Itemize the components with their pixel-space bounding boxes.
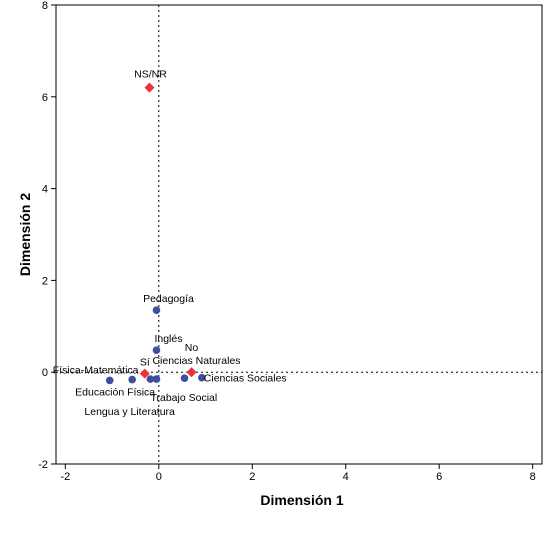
point-label-ciencias-naturales: Ciencias Naturales [152, 355, 240, 367]
y-tick-label: 6 [42, 92, 48, 104]
point-marker-si [139, 368, 150, 379]
y-tick-label: -2 [38, 459, 48, 471]
x-tick-label: 2 [249, 471, 255, 483]
point-label-ciencias-sociales: Ciencias Sociales [204, 373, 287, 385]
point-label-lengua-y-literatura: Lengua y Literatura [84, 406, 175, 418]
point-label-educacion-fisica: Educación Física [75, 387, 155, 399]
y-axis-title: Dimensión 2 [17, 193, 33, 276]
point-label-fisica-matematica: Física-Matemática [53, 364, 139, 376]
point-marker-ns-nr [144, 82, 155, 93]
point-label-no: No [185, 342, 199, 354]
x-axis-title: Dimensión 1 [260, 492, 343, 508]
point-marker-lengua-y-literatura [146, 375, 155, 383]
x-tick-label: 6 [436, 471, 442, 483]
point-label-ns-nr: NS/NR [134, 69, 167, 81]
x-tick-label: 4 [343, 471, 349, 483]
point-marker-pedagogia [152, 306, 161, 315]
y-tick-label: 8 [42, 0, 48, 12]
y-tick-label: 0 [42, 367, 48, 379]
x-tick-label: 0 [156, 471, 162, 483]
x-tick-label: 8 [530, 471, 536, 483]
point-marker-educacion-fisica [128, 375, 136, 384]
point-label-trabajo-social: Trabajo Social [150, 392, 217, 404]
point-label-si: Sí [140, 357, 150, 369]
point-marker-no [186, 367, 197, 378]
point-label-ingles: Inglés [154, 333, 182, 345]
point-marker-trabajo-social [152, 375, 161, 383]
point-marker-ciencias-sociales [198, 373, 206, 382]
y-tick-label: 4 [42, 184, 48, 196]
plot-frame [55, 4, 543, 465]
point-label-pedagogia: Pedagogía [143, 293, 194, 305]
x-tick-label: -2 [60, 471, 70, 483]
point-marker-fisica-matematica [105, 376, 114, 385]
point-marker-ingles [152, 346, 161, 354]
point-marker-ciencias-naturales [180, 374, 189, 382]
y-tick-label: 2 [42, 275, 48, 287]
